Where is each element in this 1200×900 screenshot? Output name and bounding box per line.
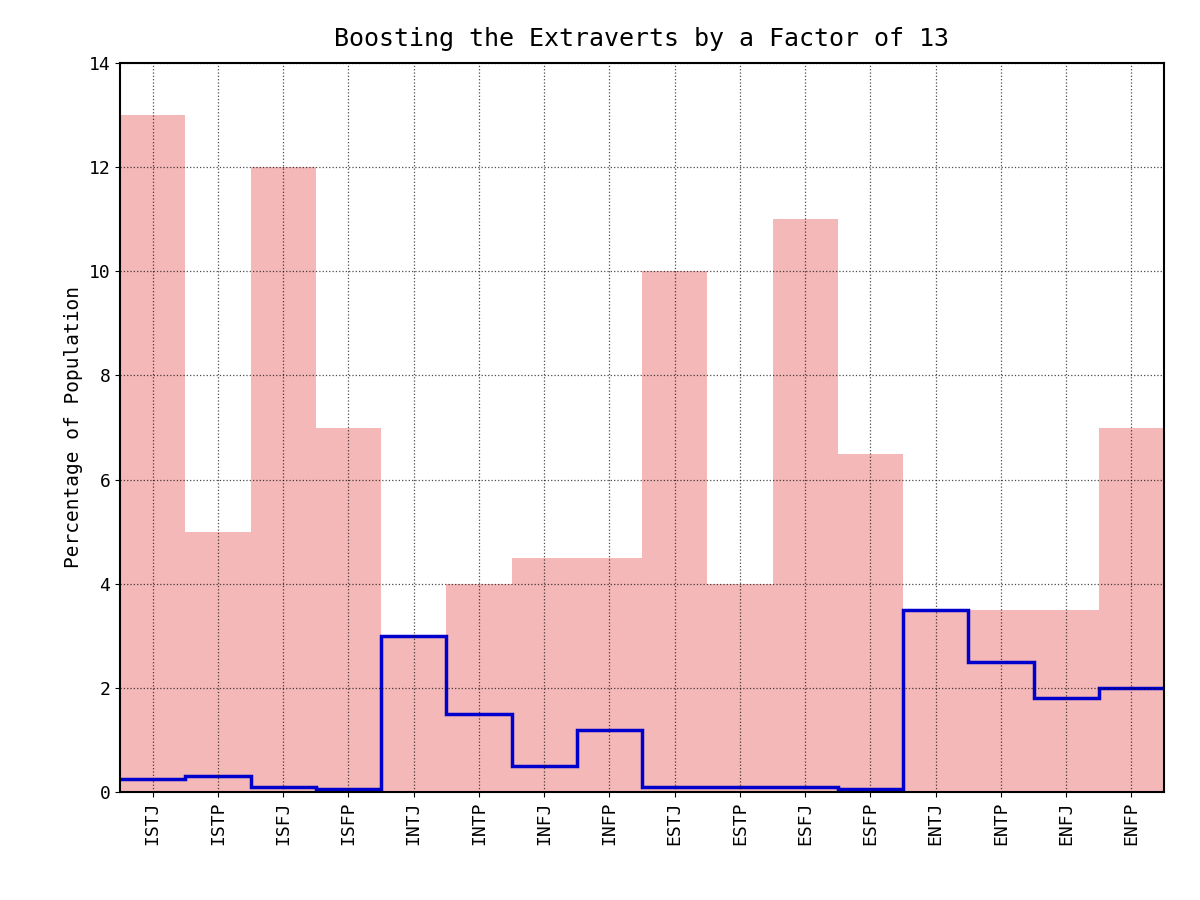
Bar: [316, 428, 382, 792]
Bar: [1099, 428, 1164, 792]
Bar: [838, 454, 904, 792]
Title: Boosting the Extraverts by a Factor of 13: Boosting the Extraverts by a Factor of 1…: [335, 27, 949, 51]
Bar: [1033, 610, 1099, 792]
Bar: [968, 610, 1033, 792]
Bar: [120, 115, 185, 792]
Bar: [446, 584, 511, 792]
Bar: [251, 167, 316, 792]
Bar: [773, 220, 838, 792]
Bar: [707, 584, 773, 792]
Bar: [185, 532, 251, 792]
Bar: [642, 271, 707, 792]
Bar: [511, 558, 577, 792]
Bar: [577, 558, 642, 792]
Bar: [904, 610, 968, 792]
Bar: [382, 635, 446, 792]
Y-axis label: Percentage of Population: Percentage of Population: [64, 286, 83, 569]
